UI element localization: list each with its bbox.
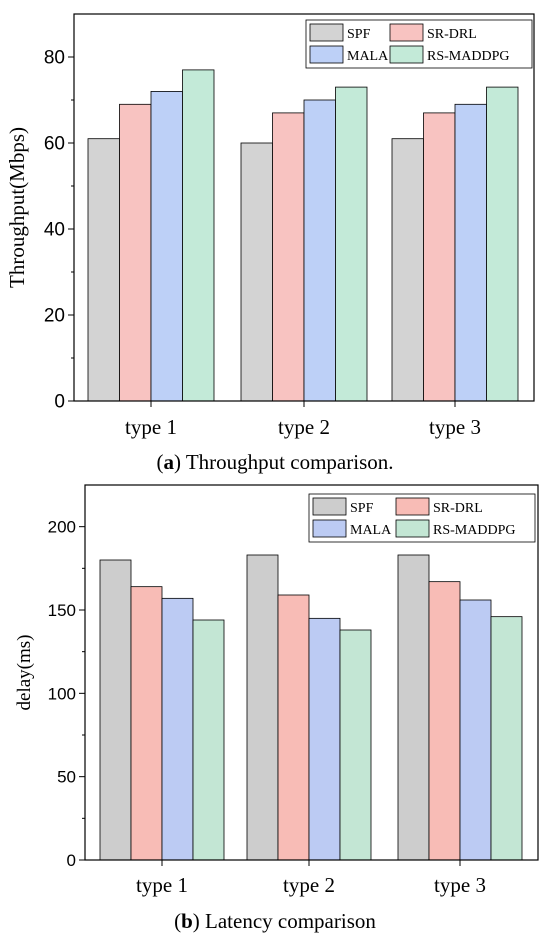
chart2-bar-sr-drl-3 xyxy=(428,581,461,861)
chart1-y-tick-label: 20 xyxy=(44,306,65,327)
caption-b-label: b xyxy=(181,909,193,933)
chart2-legend-label: SR-DRL xyxy=(433,501,483,516)
chart1-legend-swatch-spf xyxy=(309,23,344,42)
chart1-bar-sr-drl-2 xyxy=(272,112,305,402)
chart2-legend-label: MALA xyxy=(350,523,392,538)
chart2-legend-label: SPF xyxy=(350,501,374,516)
chart1-y-axis-label: Throughput(Mbps) xyxy=(5,127,29,288)
caption-b-text: Latency comparison xyxy=(205,909,376,933)
chart2-legend-swatch-spf xyxy=(312,497,347,516)
chart1-legend-swatch-sr-drl xyxy=(389,23,424,42)
chart2-bar-mala-1 xyxy=(161,597,194,861)
chart2-bar-sr-drl-1 xyxy=(130,586,163,861)
chart1-bar-mala-1 xyxy=(150,91,183,402)
chart2-bar-rs-maddpg-1 xyxy=(192,619,225,861)
chart1-category-label: type 2 xyxy=(278,415,330,439)
chart1-bar-mala-3 xyxy=(454,103,487,402)
chart1-category-label: type 3 xyxy=(429,415,481,439)
chart1-plot-frame xyxy=(73,13,535,402)
chart1-bar-spf-3 xyxy=(391,138,424,402)
chart1-bar-rs-maddpg-2 xyxy=(335,86,368,402)
chart1-bar-rs-maddpg-1 xyxy=(182,69,215,402)
chart1-legend-swatch-rs-maddpg xyxy=(389,45,424,64)
chart2-legend-swatch-sr-drl xyxy=(395,497,430,516)
chart2-y-tick-label: 150 xyxy=(48,601,76,620)
chart1-y-tick-label: 60 xyxy=(44,134,65,155)
chart1-y-tick-label: 0 xyxy=(54,392,65,413)
caption-a-text: Throughput comparison. xyxy=(185,450,394,474)
chart2-y-tick-label: 0 xyxy=(67,851,76,870)
chart2-y-tick-label: 100 xyxy=(48,684,76,703)
chart2-y-tick-label: 50 xyxy=(57,768,76,787)
chart2-y-axis-label: delay(ms) xyxy=(14,635,35,711)
caption-a-label: a xyxy=(163,450,174,474)
chart1-legend-label: SR-DRL xyxy=(427,27,477,42)
caption-a: (a) Throughput comparison. xyxy=(156,450,394,474)
chart2-category-label: type 1 xyxy=(136,873,188,897)
chart2-category-label: type 3 xyxy=(434,873,486,897)
chart1-bar-sr-drl-1 xyxy=(119,103,152,402)
chart1-bar-spf-2 xyxy=(240,142,273,402)
chart2-bar-spf-3 xyxy=(397,554,430,861)
chart2-y-tick-label: 200 xyxy=(48,518,76,537)
chart1-bar-spf-1 xyxy=(87,138,120,402)
chart2-bar-rs-maddpg-3 xyxy=(490,616,523,861)
chart2-legend-swatch-mala xyxy=(312,519,347,538)
chart2-bar-mala-2 xyxy=(308,617,341,861)
chart2-bar-sr-drl-2 xyxy=(277,594,310,861)
chart1-legend-label: MALA xyxy=(347,49,389,64)
chart1-bar-sr-drl-3 xyxy=(423,112,456,402)
chart1-y-tick-label: 40 xyxy=(44,220,65,241)
chart1-category-label: type 1 xyxy=(125,415,177,439)
chart2-bar-rs-maddpg-2 xyxy=(339,629,372,861)
chart1-bar-rs-maddpg-3 xyxy=(486,86,519,402)
chart1-legend-label: RS-MADDPG xyxy=(427,49,509,64)
chart2-bar-spf-1 xyxy=(99,559,132,861)
chart2-category-label: type 2 xyxy=(283,873,335,897)
chart1-y-tick-label: 80 xyxy=(44,48,65,69)
chart1-legend-swatch-mala xyxy=(309,45,344,64)
chart1-bar-mala-2 xyxy=(303,99,336,402)
chart1-legend-label: SPF xyxy=(347,27,371,42)
chart2-bar-mala-3 xyxy=(459,599,492,861)
chart2-plot-frame xyxy=(84,484,539,861)
chart2-bar-spf-2 xyxy=(246,554,279,861)
caption-b: (b) Latency comparison xyxy=(174,909,376,933)
chart2-legend-swatch-rs-maddpg xyxy=(395,519,430,538)
chart2-legend-label: RS-MADDPG xyxy=(433,523,515,538)
